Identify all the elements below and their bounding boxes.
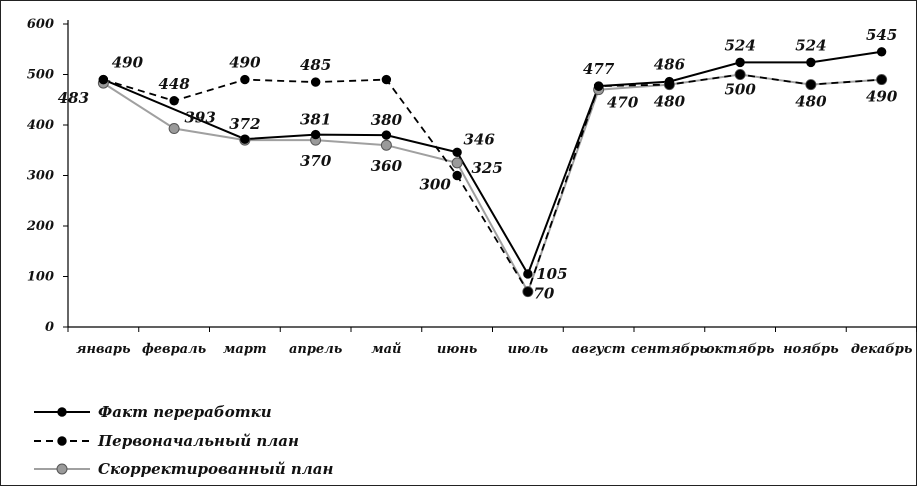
data-label: 524 <box>724 36 755 54</box>
series-point-1 <box>735 69 745 80</box>
data-label: 490 <box>866 88 898 106</box>
y-tick-label: 600 <box>27 17 54 32</box>
data-label: 485 <box>300 56 331 74</box>
data-label: 370 <box>300 152 332 170</box>
data-label: 470 <box>607 94 639 112</box>
series-point-1 <box>169 96 179 106</box>
series-point-1 <box>310 77 321 87</box>
series-point-0 <box>735 57 745 68</box>
data-label: 500 <box>724 81 756 99</box>
series-point-0 <box>806 57 816 68</box>
x-tick-label: август <box>572 342 626 357</box>
x-tick-label: сентябрь <box>631 342 708 357</box>
data-label: 70 <box>533 285 554 303</box>
series-point-1 <box>876 74 887 85</box>
x-tick-label: декабрь <box>851 342 913 357</box>
series-point-0 <box>240 134 250 144</box>
series-point-1 <box>452 170 462 181</box>
x-tick-label: ноябрь <box>783 342 839 357</box>
series-point-0 <box>98 74 109 85</box>
x-tick-label: февраль <box>142 342 207 357</box>
legend-swatch-marker <box>57 436 67 446</box>
data-label: 524 <box>795 36 826 54</box>
x-tick-label: октябрь <box>706 342 775 357</box>
legend-entry-label: Факт переработки <box>98 403 272 421</box>
series-point-2 <box>380 139 392 151</box>
data-label: 300 <box>419 176 451 194</box>
x-tick-label: март <box>223 342 267 357</box>
data-label: 480 <box>654 93 686 111</box>
data-label: 477 <box>583 60 615 78</box>
legend-swatch-marker <box>57 407 67 417</box>
series-point-1 <box>523 286 533 297</box>
series-point-2 <box>168 123 180 135</box>
series-point-0 <box>523 269 533 279</box>
data-label: 372 <box>229 115 260 133</box>
y-tick-label: 200 <box>26 219 54 234</box>
data-label: 393 <box>184 109 215 127</box>
data-label: 105 <box>536 265 567 283</box>
data-label: 490 <box>112 54 144 72</box>
series-point-0 <box>876 47 887 57</box>
data-label: 381 <box>300 111 331 129</box>
series-point-0 <box>310 129 321 140</box>
legend-entry-label: Скорректированный план <box>98 460 333 478</box>
x-tick-label: апрель <box>289 342 343 357</box>
series-point-0 <box>664 76 675 87</box>
series-point-1 <box>806 79 816 90</box>
axes: 0 100 200 300 400 500 600 январь февраль март апре… <box>26 17 917 357</box>
y-tick-label: 0 <box>45 320 54 335</box>
x-tick-label: июнь <box>437 342 478 357</box>
data-label: 448 <box>158 75 190 93</box>
legend: Факт переработки Первоначальный план Скорр… <box>34 403 333 478</box>
y-tick-label: 400 <box>27 118 54 133</box>
series-point-0 <box>381 130 392 140</box>
y-tick-label: 300 <box>27 169 54 184</box>
data-label: 360 <box>371 157 403 175</box>
series-point-0 <box>593 81 604 91</box>
series-point-1 <box>381 74 392 85</box>
series-point-1 <box>240 74 250 85</box>
x-tick-label: май <box>371 342 401 357</box>
data-label: 545 <box>866 26 897 44</box>
data-label: 486 <box>654 56 686 74</box>
data-labels: 372 381 380 346 105 477 486 524 524 545 490 448 490 4… <box>58 26 898 303</box>
legend-entry-label: Первоначальный план <box>97 432 299 450</box>
legend-swatch-marker <box>56 463 68 475</box>
series-point-2 <box>451 157 463 169</box>
series-point-0 <box>452 147 462 157</box>
y-tick-label: 500 <box>27 68 54 83</box>
data-label: 346 <box>463 130 495 148</box>
data-label: 483 <box>58 89 89 107</box>
x-tick-label: июль <box>508 342 549 357</box>
y-tick-label: 100 <box>27 270 54 285</box>
data-label: 490 <box>229 54 261 72</box>
data-label: 480 <box>795 93 827 111</box>
series-line-1 <box>103 73 882 294</box>
data-label: 325 <box>471 159 502 177</box>
x-tick-label: январь <box>76 342 131 357</box>
data-label: 380 <box>371 111 403 129</box>
series-layer <box>97 47 888 298</box>
